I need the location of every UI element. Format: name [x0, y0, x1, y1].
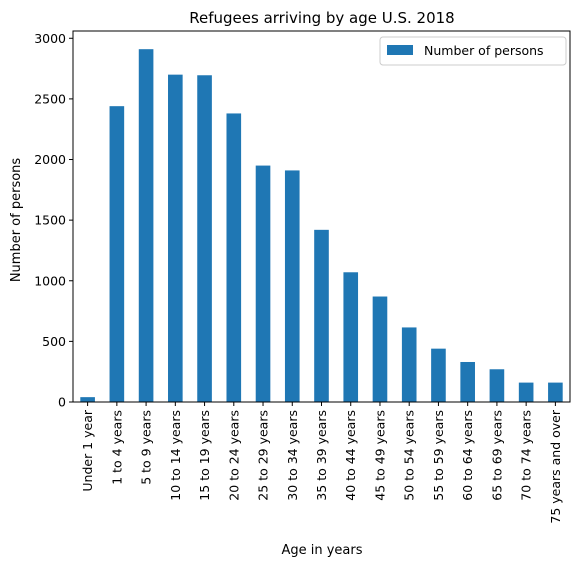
x-axis-label: Age in years [281, 543, 362, 558]
x-tick-label: 60 to 64 years [460, 410, 475, 501]
x-tick-label: 5 to 9 years [139, 410, 154, 485]
x-tick-label: 25 to 29 years [256, 410, 271, 501]
legend: Number of persons [379, 36, 567, 66]
x-tick-label: 40 to 44 years [343, 410, 358, 501]
x-tick-label: 15 to 19 years [197, 410, 212, 501]
x-tick-label: 70 to 74 years [519, 410, 534, 501]
x-tick-label: 50 to 54 years [402, 410, 417, 501]
y-tick-label: 0 [58, 395, 66, 410]
bar-10 [343, 272, 359, 402]
x-tick-label: 1 to 4 years [109, 410, 124, 485]
x-tick-label: 20 to 24 years [226, 410, 241, 501]
bar-3 [138, 49, 154, 402]
bar-17 [548, 382, 563, 402]
bar-1 [80, 397, 95, 402]
bar-6 [226, 113, 242, 402]
bar-12 [401, 327, 417, 402]
bar-16 [518, 382, 534, 402]
bar-14 [460, 361, 475, 402]
bar-7 [255, 165, 271, 402]
x-tick-label: 10 to 14 years [168, 410, 183, 501]
plot-area: 0 500 1000 1500 2000 2500 3000 Under 1 year 1 to… [34, 30, 571, 524]
bar-11 [372, 296, 388, 402]
x-tick-label: 30 to 34 years [285, 410, 300, 501]
y-tick-label: 2000 [34, 152, 66, 167]
bar-4 [168, 74, 183, 402]
bar-13 [431, 348, 446, 402]
bar-9 [314, 229, 329, 402]
y-tick-label: 1500 [34, 213, 66, 228]
x-tick-label: 75 years and over [548, 409, 563, 523]
x-tick-label: Under 1 year [80, 409, 95, 491]
bar-8 [284, 170, 300, 402]
x-tick-label: 35 to 39 years [314, 410, 329, 501]
bar-15 [489, 369, 505, 402]
legend-swatch [387, 45, 413, 55]
bar-2 [109, 106, 125, 403]
bar-5 [197, 75, 212, 402]
chart-title: Refugees arriving by age U.S. 2018 [189, 9, 454, 27]
x-tick-label: 65 to 69 years [489, 410, 504, 501]
y-tick-label: 3000 [34, 31, 66, 46]
y-tick-label: 500 [42, 334, 66, 349]
x-tick-label: 45 to 49 years [372, 410, 387, 501]
y-tick-label: 1000 [34, 273, 66, 288]
y-axis-label: Number of persons [9, 158, 24, 283]
x-tick-label: 55 to 59 years [431, 410, 446, 501]
legend-frame [379, 36, 567, 66]
legend-label: Number of persons [424, 43, 544, 58]
y-tick-label: 2500 [34, 91, 66, 106]
